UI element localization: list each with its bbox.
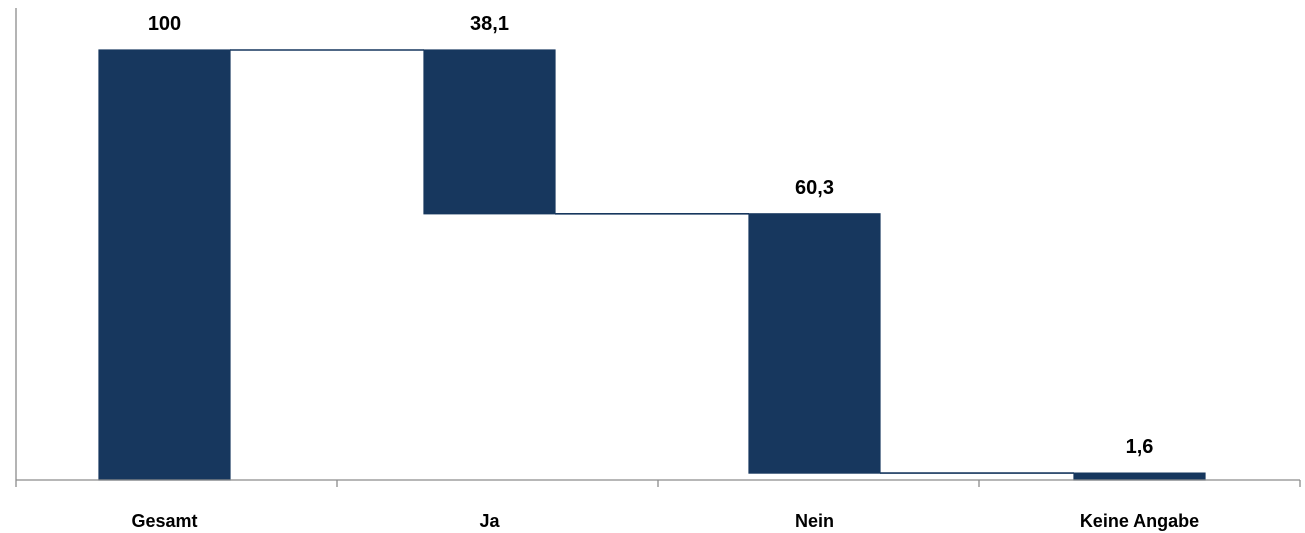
- category-label: Nein: [795, 511, 834, 531]
- category-label: Gesamt: [131, 511, 197, 531]
- data-label: 100: [148, 13, 181, 35]
- axes: [15, 8, 1301, 487]
- bar-gesamt: [98, 49, 231, 481]
- data-label: 38,1: [470, 13, 509, 35]
- data-label: 1,6: [1126, 436, 1154, 458]
- category-label: Keine Angabe: [1080, 511, 1199, 531]
- category-label: Ja: [479, 511, 500, 531]
- data-labels: 100 38,1 60,3 1,6: [148, 13, 1154, 458]
- bar-ja: [423, 49, 556, 215]
- bar-keine-angabe: [1073, 472, 1206, 481]
- bars: [98, 49, 1206, 481]
- connector-lines: [230, 49, 1074, 474]
- data-label: 60,3: [795, 177, 834, 199]
- category-labels: Gesamt Ja Nein Keine Angabe: [131, 511, 1199, 531]
- bar-nein: [748, 213, 881, 474]
